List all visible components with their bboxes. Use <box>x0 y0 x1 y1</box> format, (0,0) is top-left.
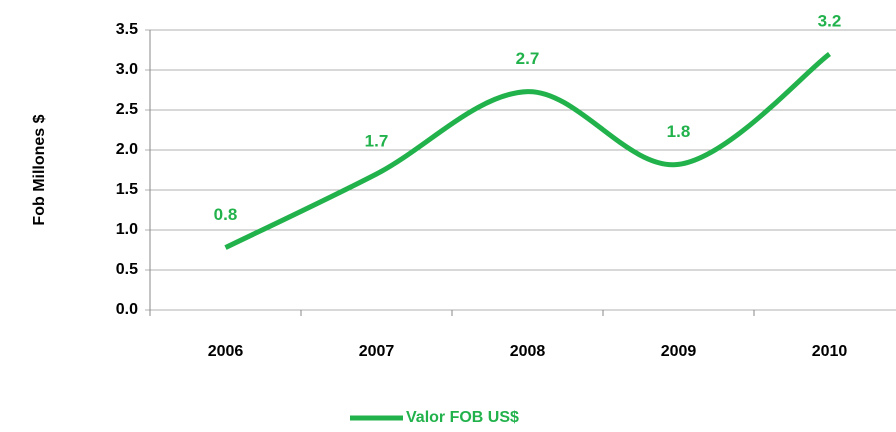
x-tick-label: 2008 <box>510 343 546 360</box>
y-tick-label: 0.0 <box>116 301 138 318</box>
x-tick-label: 2009 <box>661 343 697 360</box>
y-tick-label: 0.5 <box>116 261 138 278</box>
data-label: 0.8 <box>214 205 238 224</box>
y-axis-label: Fob Millones $ <box>31 114 48 225</box>
y-tick-label: 2.5 <box>116 101 138 118</box>
data-label: 1.7 <box>365 131 389 150</box>
y-tick-label: 2.0 <box>116 141 138 158</box>
y-tick-label: 3.5 <box>116 21 138 38</box>
line <box>224 51 831 250</box>
data-label: 3.2 <box>818 11 842 30</box>
y-tick-label: 1.5 <box>116 181 138 198</box>
data-label: 1.8 <box>667 122 691 141</box>
y-tick-label: 3.0 <box>116 61 138 78</box>
x-tick-label: 2010 <box>812 343 848 360</box>
x-tick-label: 2006 <box>208 343 244 360</box>
data-label: 2.7 <box>516 49 540 68</box>
x-tick-label: 2007 <box>359 343 395 360</box>
y-tick-label: 1.0 <box>116 221 138 238</box>
legend-label: Valor FOB US$ <box>406 409 519 426</box>
